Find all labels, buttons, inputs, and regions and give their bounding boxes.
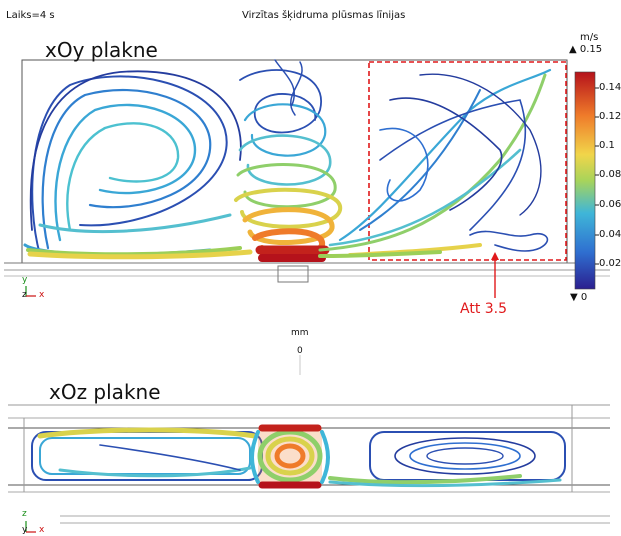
colorbar-tick: 0.1 (599, 140, 615, 151)
colorbar-max: ▲ 0.15 (569, 44, 603, 55)
top-axis-z: z (22, 290, 27, 300)
highlight-region (368, 61, 567, 261)
top-axis-triad (25, 286, 36, 297)
scale-unit: mm (291, 328, 309, 338)
bottom-axis-x: x (39, 525, 45, 535)
colorbar-tick: 0.02 (599, 258, 621, 269)
top-plane-label: xOy plakne (45, 38, 158, 62)
bottom-plane-label: xOz plakne (49, 380, 161, 404)
colorbar-tick: 0.08 (599, 169, 621, 180)
annotation-arrowhead (491, 252, 499, 260)
bottom-axis-triad (25, 521, 36, 533)
colorbar-tick: 0.12 (599, 111, 621, 122)
colorbar-tick: 0.06 (599, 199, 621, 210)
annotation-label: Att 3.5 (460, 301, 508, 317)
colorbar-ticks (595, 87, 599, 265)
colorbar-unit: m/s (580, 32, 599, 43)
top-axis-x: x (39, 290, 45, 300)
right-region-streamlines (318, 68, 552, 258)
bottom-axis-y: y (22, 525, 28, 535)
top-axis-y: y (22, 275, 28, 285)
plot-title: Virzītas šķidruma plūsmas līnijas (242, 10, 406, 21)
left-vortex-streamlines (23, 70, 253, 260)
central-plume-streamlines (234, 59, 342, 262)
scale-value: 0 (297, 346, 303, 356)
colorbar-tick: 0.14 (599, 82, 621, 93)
time-label: Laiks=4 s (6, 10, 55, 21)
bottom-axis-z: z (22, 509, 27, 519)
colorbar (574, 71, 596, 290)
top-plot-frame (4, 59, 610, 283)
bottom-streamlines (31, 424, 566, 489)
colorbar-min: ▼ 0 (570, 292, 588, 303)
bottom-plot-frame (8, 355, 610, 524)
colorbar-tick: 0.04 (599, 229, 621, 240)
